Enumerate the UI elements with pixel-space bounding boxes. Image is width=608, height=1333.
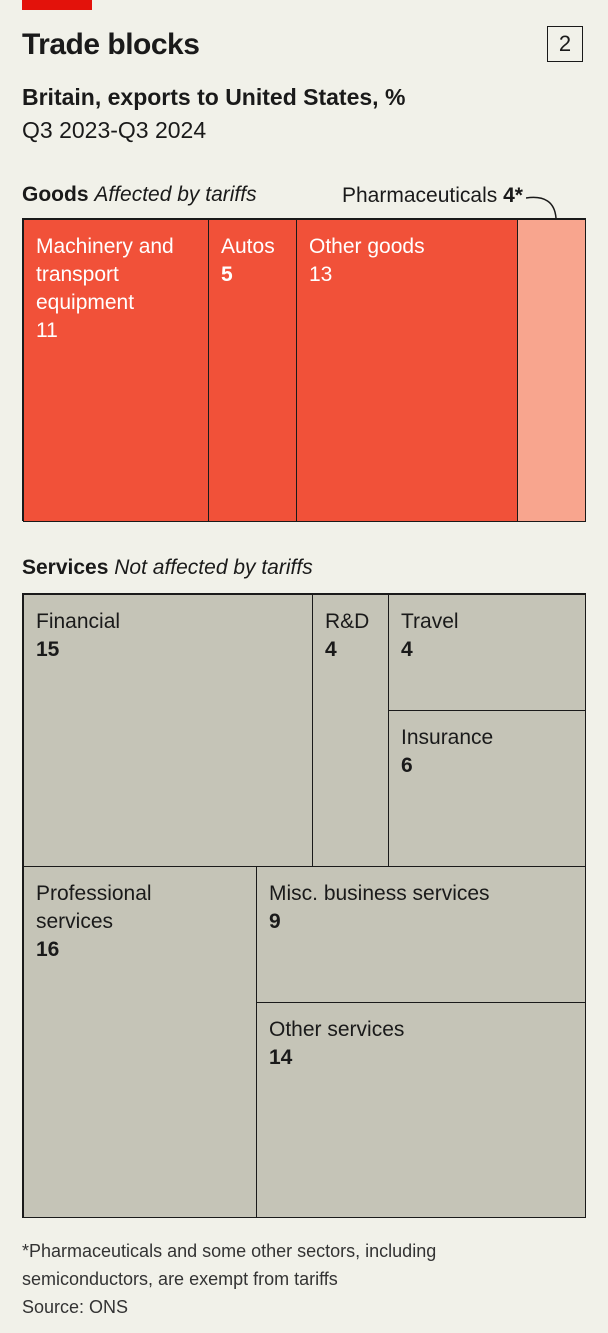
source-note: Source: ONS — [22, 1297, 129, 1317]
cell-value: 16 — [36, 938, 60, 961]
cell-value: 14 — [269, 1046, 293, 1069]
cell-label: Financial — [36, 610, 121, 633]
footnote: *Pharmaceuticals and some other sectors,… — [22, 1237, 582, 1321]
cell-label: Autos — [221, 235, 275, 258]
treemap-cell-autos: Autos 5 — [208, 219, 297, 522]
cell-value: 15 — [36, 638, 60, 661]
goods-treemap: Machinery and transport equipment 11 Autos… — [22, 218, 586, 522]
cell-label: Other services — [269, 1018, 405, 1041]
cell-value: 4 — [325, 638, 337, 661]
cell-value: 6 — [401, 754, 413, 777]
treemap-cell-professional-services: Professional services 16 — [23, 866, 257, 1218]
footnote-line-2: semiconductors, are exempt from tariffs — [22, 1269, 338, 1289]
cell-label: Other goods — [309, 235, 425, 258]
cell-label: R&D — [325, 610, 370, 633]
cell-value: 4 — [401, 638, 413, 661]
chart-title: Trade blocks — [22, 28, 200, 61]
cell-label: Travel — [401, 610, 459, 633]
cell-value: 13 — [309, 263, 333, 286]
goods-section-label: Goods Affected by tariffs — [22, 183, 257, 207]
cell-value: 11 — [36, 319, 58, 342]
treemap-cell-travel: Travel 4 — [388, 594, 586, 711]
chart-number-badge: 2 — [547, 26, 583, 62]
services-note: Not affected by tariffs — [114, 556, 313, 579]
treemap-cell-misc-business-services: Misc. business services 9 — [256, 866, 586, 1004]
cell-label: Insurance — [401, 726, 494, 749]
services-treemap: Financial 15 R&D 4 Travel 4 Insurance 6 Professi… — [22, 593, 586, 1218]
cell-value: 5 — [221, 263, 233, 286]
treemap-cell-pharmaceuticals — [517, 219, 586, 522]
chart-subtitle: Britain, exports to United States, % — [22, 84, 406, 110]
treemap-cell-financial: Financial 15 — [23, 594, 313, 867]
cell-label: Machinery and transport equipment — [36, 235, 174, 314]
pharma-leader-line — [526, 196, 557, 219]
services-label: Services — [22, 556, 109, 579]
chart-period: Q3 2023-Q3 2024 — [22, 117, 207, 143]
treemap-cell-other-services: Other services 14 — [256, 1002, 586, 1218]
pharma-callout-label: Pharmaceuticals — [342, 184, 498, 207]
goods-label: Goods — [22, 183, 89, 206]
goods-note: Affected by tariffs — [94, 183, 257, 206]
treemap-cell-machinery-and-transport-equipment: Machinery and transport equipment 11 — [23, 219, 209, 522]
cell-label: Professional services — [36, 882, 152, 933]
pharma-callout: Pharmaceuticals 4* — [342, 184, 523, 208]
treemap-cell-insurance: Insurance 6 — [388, 710, 586, 867]
cell-label: Misc. business services — [269, 882, 490, 905]
treemap-cell-other-goods: Other goods 13 — [296, 219, 518, 522]
footnote-line-1: *Pharmaceuticals and some other sectors,… — [22, 1241, 437, 1261]
services-section-label: Services Not affected by tariffs — [22, 556, 313, 580]
treemap-cell-r-d: R&D 4 — [312, 594, 389, 867]
cell-value: 9 — [269, 910, 281, 933]
brand-red-bar — [22, 0, 92, 10]
pharma-callout-value: 4* — [503, 184, 523, 207]
